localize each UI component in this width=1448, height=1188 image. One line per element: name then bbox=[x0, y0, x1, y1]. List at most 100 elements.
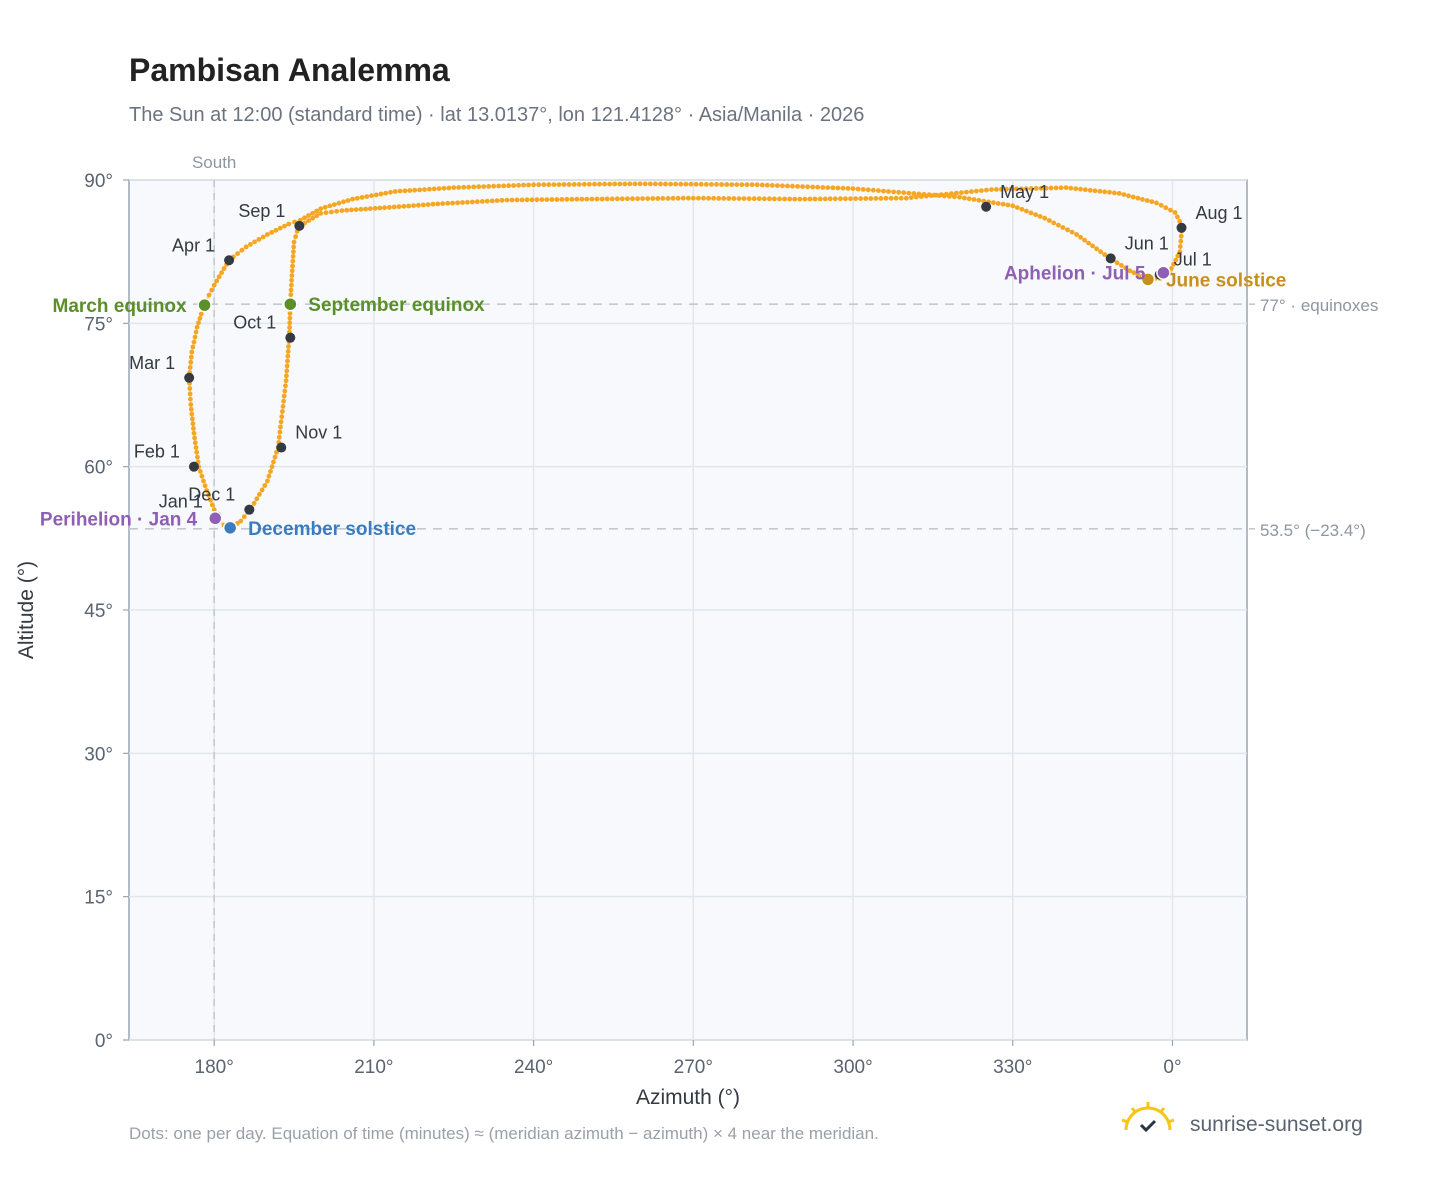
month-marker bbox=[276, 442, 287, 453]
reference-lines: South 77° · equinoxes 53.5° (−23.4°) bbox=[129, 153, 1378, 1040]
daily-dot bbox=[1042, 215, 1048, 221]
daily-dot bbox=[729, 182, 735, 188]
daily-dot bbox=[1097, 188, 1103, 194]
daily-dot bbox=[1073, 186, 1079, 192]
daily-dot bbox=[354, 195, 360, 201]
daily-dot bbox=[192, 334, 198, 340]
daily-dot bbox=[197, 316, 203, 321]
daily-dot bbox=[1163, 205, 1169, 211]
daily-dot bbox=[1053, 185, 1059, 191]
daily-dot bbox=[479, 199, 485, 204]
daily-dot bbox=[411, 203, 416, 209]
daily-dot bbox=[349, 207, 354, 213]
daily-dot bbox=[716, 196, 722, 201]
daily-dot bbox=[511, 183, 516, 188]
event-label: Aphelion · Jul 5 bbox=[1004, 264, 1146, 285]
daily-dot bbox=[383, 190, 389, 196]
daily-dot bbox=[1154, 200, 1159, 206]
daily-dot bbox=[534, 197, 540, 203]
event-markers: March equinox September equinox December s… bbox=[40, 264, 1286, 540]
daily-dot bbox=[1135, 272, 1141, 277]
daily-dot bbox=[1158, 202, 1164, 208]
daily-dot bbox=[802, 196, 808, 202]
y-tick-label: 90° bbox=[84, 171, 113, 192]
daily-dot bbox=[724, 182, 730, 187]
daily-dot bbox=[576, 182, 582, 187]
daily-dot bbox=[430, 201, 436, 207]
daily-dot bbox=[396, 204, 402, 210]
daily-dot bbox=[614, 196, 620, 202]
daily-dot bbox=[719, 182, 724, 187]
daily-dot bbox=[287, 311, 293, 316]
daily-dot bbox=[318, 211, 324, 216]
daily-dot bbox=[1175, 214, 1180, 220]
daily-dot bbox=[202, 483, 208, 489]
daily-dot bbox=[369, 193, 374, 199]
daily-dot bbox=[918, 194, 924, 200]
event-marker bbox=[283, 296, 298, 312]
daily-dot bbox=[1127, 268, 1133, 274]
daily-dot bbox=[807, 196, 813, 202]
daily-dot bbox=[281, 393, 287, 399]
x-tick-label: 0° bbox=[1163, 1057, 1181, 1078]
daily-dot bbox=[206, 492, 212, 498]
south-label: South bbox=[192, 153, 236, 172]
month-label: Jan 1 bbox=[159, 491, 203, 511]
daily-dot bbox=[1074, 232, 1079, 237]
daily-dot bbox=[407, 188, 413, 193]
daily-dot bbox=[749, 182, 755, 188]
daily-dot bbox=[187, 365, 193, 370]
daily-dot bbox=[1086, 240, 1091, 246]
daily-dot bbox=[1013, 186, 1019, 192]
daily-dot bbox=[187, 391, 193, 397]
daily-dot bbox=[334, 208, 339, 214]
daily-dot bbox=[1018, 186, 1024, 192]
daily-dot bbox=[194, 449, 200, 455]
daily-dot bbox=[1126, 193, 1131, 199]
event-label: March equinox bbox=[53, 296, 188, 317]
daily-dot bbox=[607, 181, 613, 187]
daily-dot bbox=[1024, 208, 1029, 214]
daily-dot bbox=[191, 430, 197, 436]
daily-dot bbox=[1078, 234, 1083, 240]
daily-dot bbox=[284, 363, 290, 369]
daily-dot bbox=[491, 183, 497, 189]
daily-dot bbox=[322, 204, 328, 210]
daily-dot bbox=[1175, 253, 1181, 259]
chart-title: Pambisan Analemma bbox=[129, 52, 450, 88]
daily-dot bbox=[191, 339, 197, 345]
daily-dot bbox=[658, 181, 663, 187]
daily-dot bbox=[425, 202, 431, 208]
daily-dot bbox=[863, 196, 869, 201]
daily-dot bbox=[714, 182, 719, 187]
brand-name: sunrise-sunset.org bbox=[1190, 1113, 1363, 1136]
brand-logo[interactable]: sunrise-sunset.org bbox=[1120, 1100, 1390, 1150]
daily-dot bbox=[465, 199, 470, 205]
daily-dot bbox=[285, 353, 291, 359]
daily-dot bbox=[637, 181, 643, 187]
daily-dot bbox=[984, 187, 989, 193]
month-marker bbox=[285, 332, 296, 343]
daily-dot bbox=[1023, 186, 1029, 192]
daily-dot bbox=[314, 213, 320, 219]
daily-dot bbox=[489, 198, 495, 204]
daily-dot bbox=[484, 198, 490, 204]
daily-dot bbox=[193, 445, 199, 450]
daily-dot bbox=[670, 195, 676, 201]
daily-dot bbox=[416, 202, 421, 208]
daily-dot bbox=[843, 196, 848, 202]
daily-dot bbox=[741, 196, 747, 202]
daily-dot bbox=[216, 274, 222, 280]
month-marker bbox=[1105, 253, 1116, 264]
daily-dot bbox=[1033, 212, 1038, 218]
daily-dot bbox=[427, 186, 432, 192]
daily-dot bbox=[696, 195, 701, 201]
daily-dot bbox=[306, 218, 312, 224]
footer-note: Dots: one per day. Equation of time (min… bbox=[129, 1124, 879, 1143]
daily-dot bbox=[574, 196, 580, 202]
daily-dot bbox=[252, 239, 257, 245]
daily-dot bbox=[959, 190, 964, 196]
month-marker bbox=[1176, 222, 1187, 233]
daily-dot bbox=[506, 183, 512, 189]
daily-dot bbox=[617, 181, 623, 187]
